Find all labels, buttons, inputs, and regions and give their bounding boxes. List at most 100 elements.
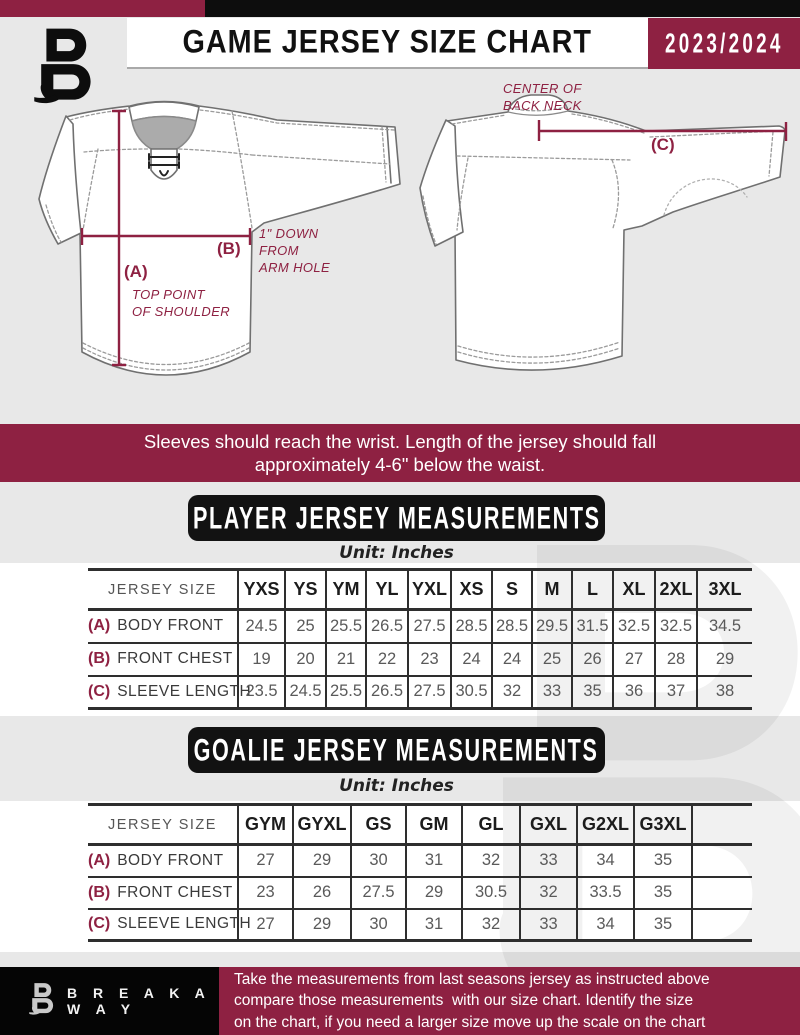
empty-trailing-cell — [691, 804, 752, 846]
value-cell: 38 — [696, 675, 752, 710]
footer-brand-name: B R E A K A W A Y — [67, 985, 211, 1017]
row-label: SLEEVE LENGTH — [117, 682, 252, 700]
value-cell: 29 — [292, 908, 351, 942]
footer: B R E A K A W A Y Take the measurements … — [0, 967, 800, 1035]
value-cell: 27 — [237, 844, 293, 878]
top-strip-accent — [0, 0, 205, 17]
player-unit-label: Unit: Inches — [339, 543, 454, 563]
size-column-header: G2XL — [576, 804, 634, 846]
player-sleeve-length-row: (C) SLEEVE LENGTH 23.5 24.5 25.5 26.5 27.5 30.… — [88, 675, 752, 710]
row-label: BODY FRONT — [117, 851, 224, 869]
value-cell: 31 — [405, 844, 462, 878]
row-label: SLEEVE LENGTH — [117, 915, 252, 933]
value-cell: 34.5 — [696, 609, 752, 644]
value-cell: 30.5 — [450, 675, 492, 710]
fit-notice-text: Sleeves should reach the wrist. Length o… — [143, 431, 657, 475]
value-cell: 25.5 — [325, 675, 366, 710]
footer-brand-panel: B R E A K A W A Y — [0, 967, 219, 1035]
value-cell: 27.5 — [407, 609, 451, 644]
row-key: (C) — [88, 915, 111, 933]
empty-trailing-cell — [691, 876, 752, 910]
goalie-section-title: GOALIE JERSEY MEASUREMENTS — [194, 731, 599, 768]
goalie-size-header-row: JERSEY SIZE GYM GYXL GS GM GL GXL G2XL G3XL — [88, 804, 752, 846]
row-header: (B) FRONT CHEST — [88, 642, 238, 677]
jersey-diagrams — [38, 94, 788, 376]
value-cell: 29 — [696, 642, 752, 677]
measure-a-key: (A) — [124, 262, 148, 281]
title-bar: GAME JERSEY SIZE CHART 2023/2024 — [127, 18, 800, 69]
value-cell: 20 — [284, 642, 326, 677]
value-cell: 30.5 — [461, 876, 520, 910]
row-key: (B) — [88, 650, 111, 667]
size-column-header: YXS — [237, 569, 285, 611]
value-cell: 25.5 — [325, 609, 366, 644]
size-column-header: S — [491, 569, 532, 611]
player-body-front-row: (A) BODY FRONT 24.5 25 25.5 26.5 27.5 28.5 28.5… — [88, 609, 752, 644]
value-cell: 35 — [633, 844, 692, 878]
value-cell: 32 — [461, 908, 520, 942]
top-strip — [0, 0, 800, 17]
value-cell: 27 — [237, 908, 293, 942]
row-header: (C) SLEEVE LENGTH — [88, 908, 251, 942]
value-cell: 35 — [633, 876, 692, 910]
value-cell: 28 — [654, 642, 697, 677]
size-column-header: 3XL — [696, 569, 752, 611]
value-cell: 24 — [450, 642, 492, 677]
size-column-header: GL — [461, 804, 520, 846]
measurement-lines — [80, 109, 788, 367]
size-column-header: L — [571, 569, 613, 611]
player-section-banner: PLAYER JERSEY MEASUREMENTS — [188, 495, 605, 541]
value-cell: 22 — [365, 642, 408, 677]
value-cell: 29 — [405, 876, 462, 910]
row-header: (B) FRONT CHEST — [88, 876, 238, 910]
value-cell: 26.5 — [365, 675, 408, 710]
value-cell: 27 — [612, 642, 655, 677]
value-cell: 26.5 — [365, 609, 408, 644]
player-front-chest-row: (B) FRONT CHEST 19 20 21 22 23 24 24 25 26 27 28 29 — [88, 642, 752, 677]
value-cell: 32.5 — [654, 609, 697, 644]
player-section-title: PLAYER JERSEY MEASUREMENTS — [192, 499, 601, 536]
size-column-header: YXL — [407, 569, 451, 611]
value-cell: 33.5 — [576, 876, 634, 910]
value-cell: 36 — [612, 675, 655, 710]
size-column-header: GXL — [519, 804, 577, 846]
size-column-header: 2XL — [654, 569, 697, 611]
size-column-header: GYXL — [292, 804, 351, 846]
size-column-header: YS — [284, 569, 326, 611]
back-jersey-drawing — [419, 94, 786, 371]
breakaway-footer-logo-icon — [26, 982, 56, 1020]
size-column-header: M — [531, 569, 572, 611]
front-jersey-drawing — [38, 100, 401, 376]
measure-c-key: (C) — [651, 135, 675, 154]
measure-b-label: 1" DOWN FROM ARM HOLE — [259, 226, 331, 275]
size-column-header: G3XL — [633, 804, 692, 846]
row-key: (C) — [88, 682, 111, 700]
player-size-table: JERSEY SIZE YXS YS YM YL YXL XS S M L XL 2XL 3XL (A… — [88, 568, 752, 710]
value-cell: 35 — [633, 908, 692, 942]
size-header-cell: JERSEY SIZE — [88, 569, 238, 611]
breakaway-logo-icon — [26, 26, 98, 109]
value-cell: 31.5 — [571, 609, 613, 644]
season-badge: 2023/2024 — [648, 18, 800, 69]
value-cell: 23 — [407, 642, 451, 677]
measure-a-label: TOP POINT OF SHOULDER — [132, 287, 231, 319]
value-cell: 27.5 — [350, 876, 406, 910]
footer-note-panel: Take the measurements from last seasons … — [219, 967, 800, 1035]
back-neck-label: CENTER OF BACK NECK — [503, 81, 582, 113]
size-column-header: XL — [612, 569, 655, 611]
value-cell: 32 — [491, 675, 532, 710]
title-panel: GAME JERSEY SIZE CHART — [127, 18, 648, 69]
player-size-header-row: JERSEY SIZE YXS YS YM YL YXL XS S M L XL 2XL 3XL — [88, 569, 752, 611]
goalie-body-front-row: (A) BODY FRONT 27 29 30 31 32 33 34 35 — [88, 844, 752, 878]
value-cell: 27.5 — [407, 675, 451, 710]
value-cell: 32 — [461, 844, 520, 878]
value-cell: 31 — [405, 908, 462, 942]
row-label: FRONT CHEST — [117, 650, 233, 667]
value-cell: 26 — [571, 642, 613, 677]
value-cell: 25 — [531, 642, 572, 677]
value-cell: 24.5 — [237, 609, 285, 644]
value-cell: 30 — [350, 908, 406, 942]
value-cell: 32.5 — [612, 609, 655, 644]
row-key: (A) — [88, 851, 111, 869]
page-title: GAME JERSEY SIZE CHART — [182, 24, 593, 60]
